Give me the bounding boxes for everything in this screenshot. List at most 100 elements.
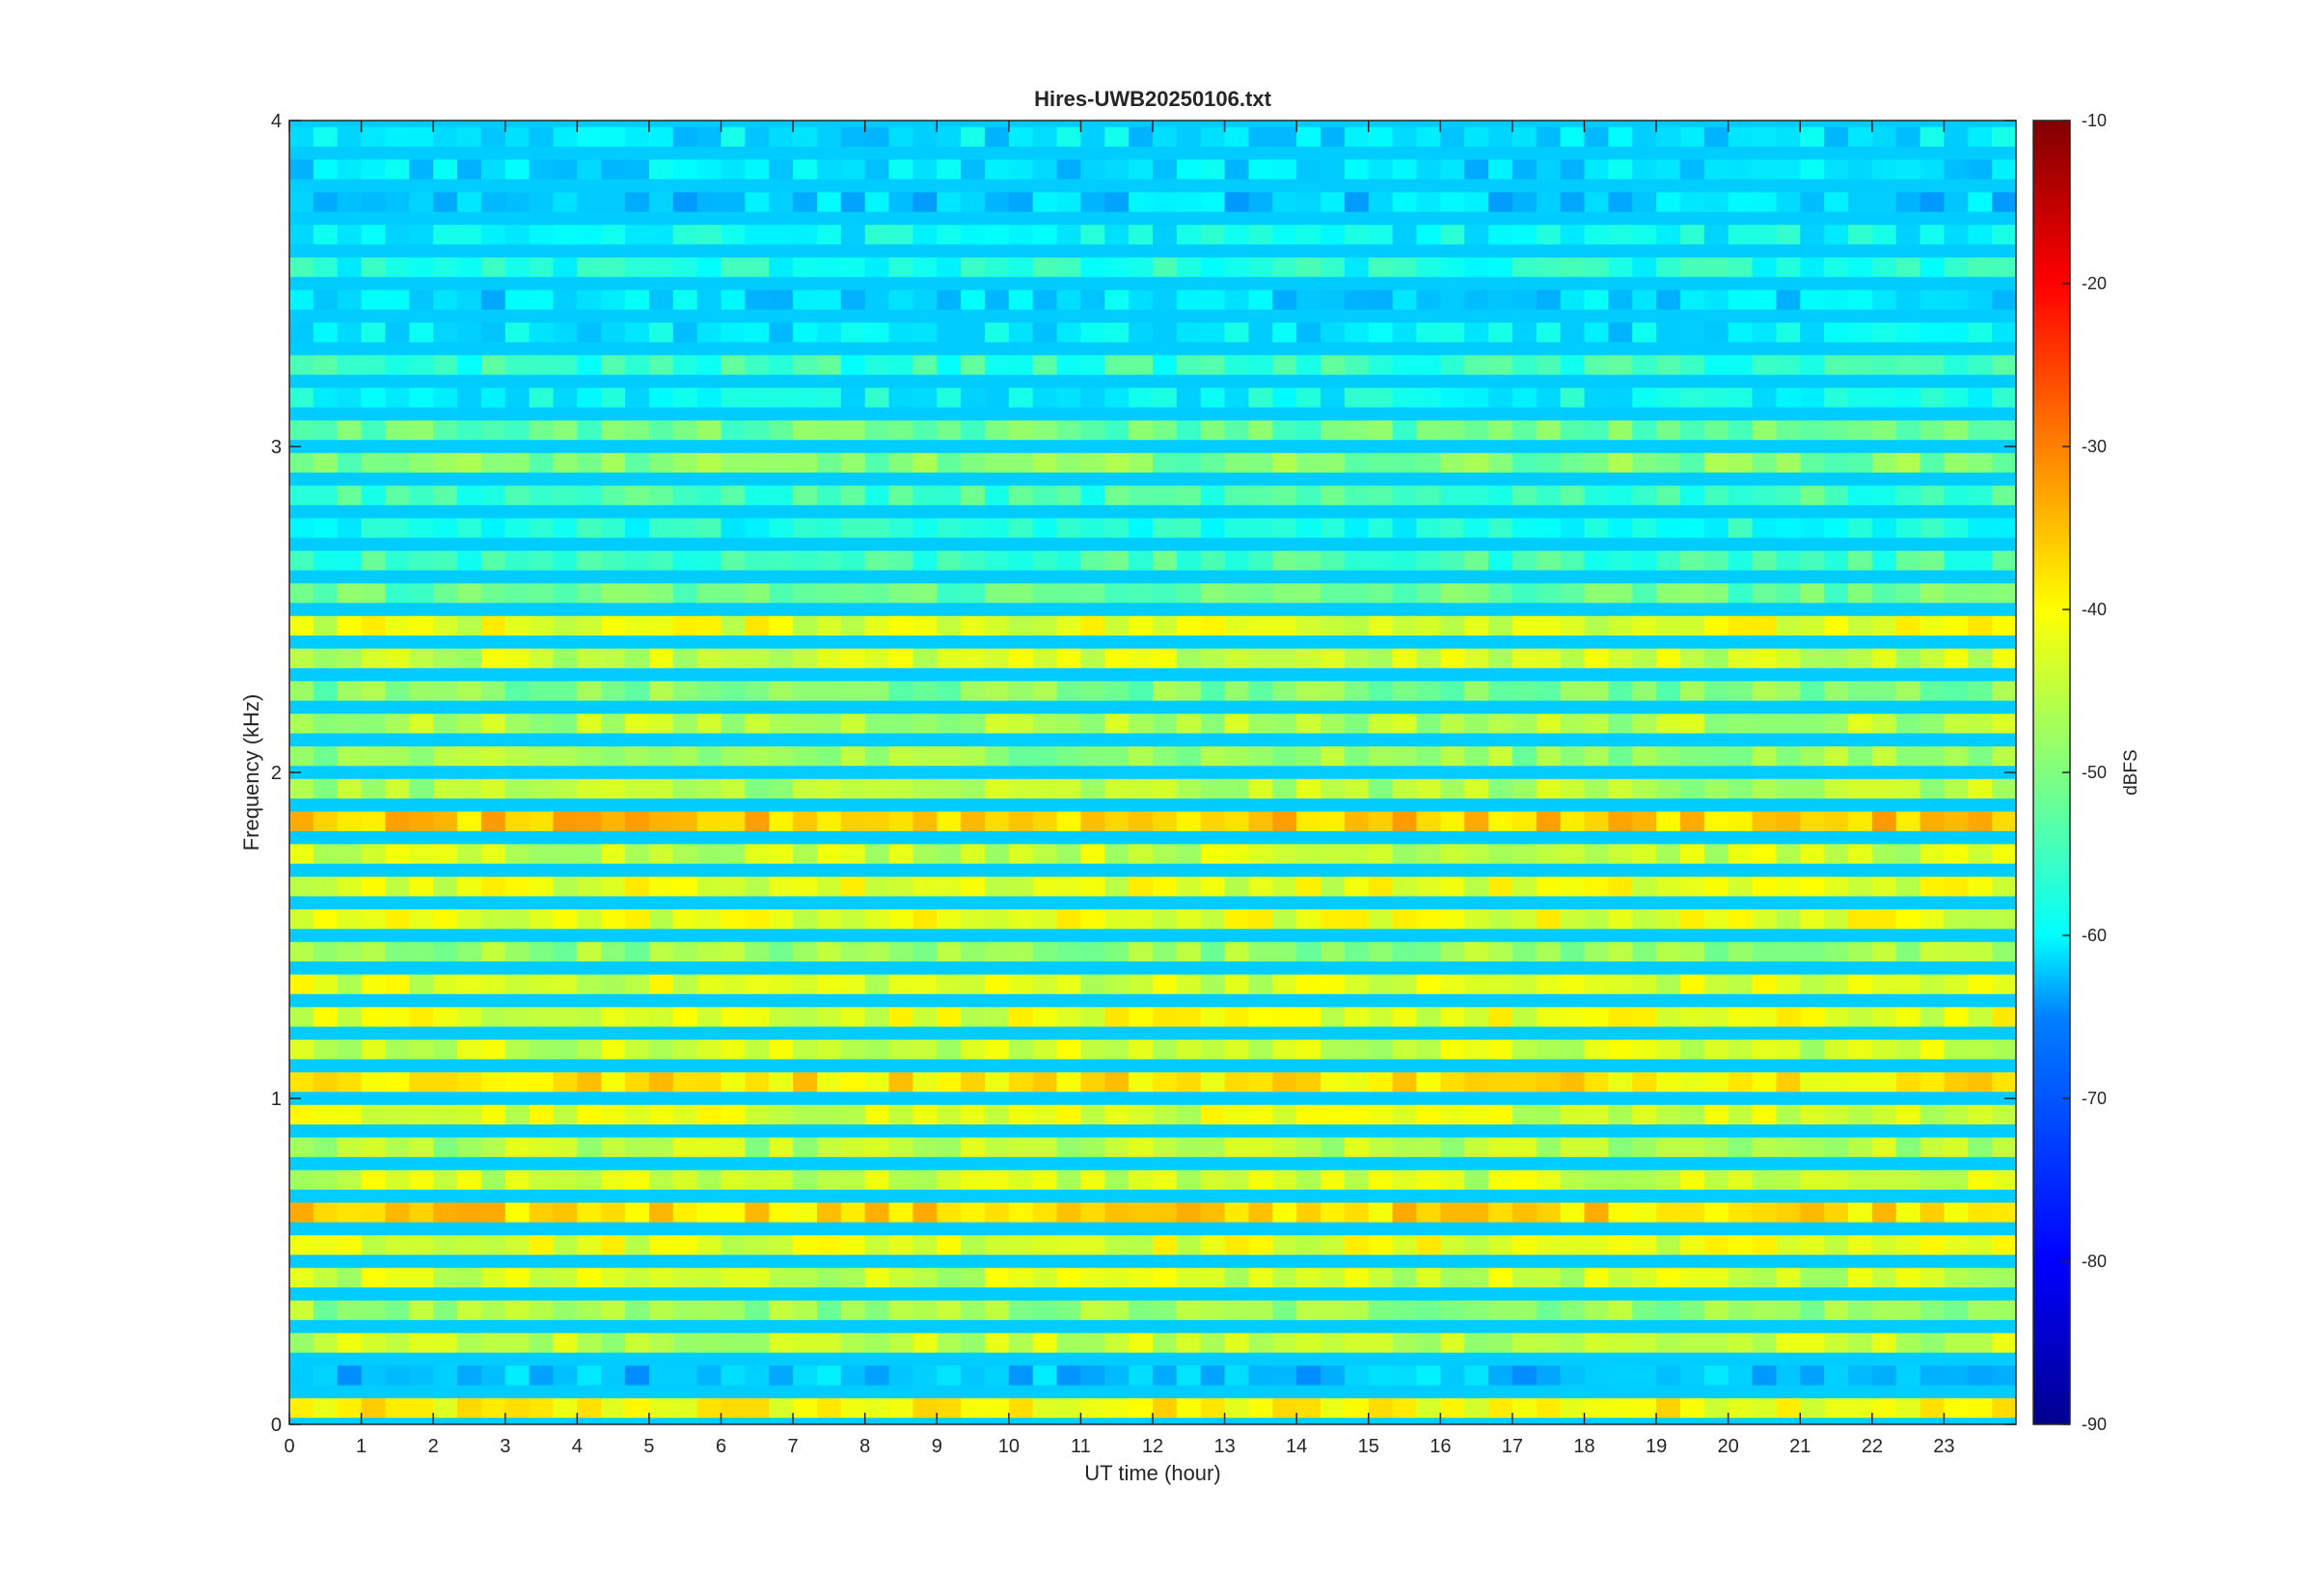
band-cell [1200, 1040, 1226, 1060]
band-cell [1440, 714, 1465, 734]
band-cell [1824, 615, 1849, 636]
band-cell [984, 811, 1010, 831]
x-tick-label: 9 [932, 1436, 942, 1457]
band-cell [1153, 1040, 1178, 1060]
band-cell [696, 1366, 722, 1386]
band-cell [1008, 714, 1034, 734]
band-cell [1464, 1366, 1489, 1386]
band-cell [1536, 1071, 1562, 1093]
band-cell [1871, 1366, 1897, 1386]
band-cell [553, 974, 578, 994]
band-cell [1944, 778, 1969, 799]
band-cell [721, 192, 746, 212]
band-cell [1321, 452, 1346, 473]
band-cell [1104, 1366, 1130, 1386]
band-cell [1464, 1071, 1489, 1093]
band-cell [1679, 1203, 1705, 1223]
band-cell [1176, 745, 1202, 767]
band-cell [1608, 551, 1633, 571]
band-cell [1847, 582, 1873, 604]
band-cell [480, 388, 506, 408]
band-cell [1176, 1234, 1202, 1256]
band-cell [433, 126, 458, 148]
band-cell [625, 322, 650, 342]
band-cell [1248, 1333, 1273, 1353]
band-cell [1104, 745, 1130, 767]
band-cell [361, 615, 387, 636]
heatmap-background [289, 121, 2016, 1424]
band-cell [961, 1397, 986, 1419]
band-cell [961, 192, 986, 212]
band-cell [1656, 714, 1681, 734]
band-cell [961, 1203, 986, 1223]
band-cell [937, 159, 962, 179]
band-cell [1776, 714, 1801, 734]
band-cell [1129, 1366, 1154, 1386]
band-cell [1321, 844, 1346, 864]
colorbar-tick-label: -30 [2082, 437, 2107, 456]
band-cell [888, 1234, 913, 1256]
band-cell [313, 1267, 339, 1288]
band-cell [1512, 877, 1538, 897]
band-cell [1176, 1104, 1202, 1125]
band-cell [1032, 582, 1058, 604]
band-cell [1800, 714, 1825, 734]
band-cell [1344, 1137, 1370, 1157]
band-cell [961, 1234, 986, 1256]
band-cell [313, 551, 339, 571]
band-cell [1752, 941, 1777, 962]
band-cell [721, 1104, 746, 1125]
band-7 [289, 1170, 2016, 1190]
band-cell [1512, 485, 1538, 505]
band-cell [577, 355, 602, 375]
band-cell [1464, 1300, 1489, 1320]
band-cell [1248, 322, 1273, 342]
band-cell [1464, 551, 1489, 571]
band-cell [337, 322, 363, 342]
band-cell [1992, 257, 2016, 278]
band-cell [1776, 1170, 1801, 1190]
band-cell [1368, 877, 1394, 897]
band-cell [1248, 844, 1273, 864]
band-cell [1824, 1203, 1849, 1223]
band-39 [289, 126, 2016, 148]
band-cell [1800, 452, 1825, 473]
band-cell [745, 1366, 770, 1386]
band-cell [1992, 582, 2016, 604]
band-cell [1080, 1366, 1105, 1386]
band-cell [984, 322, 1010, 342]
band-cell [385, 289, 410, 311]
band-cell [672, 681, 698, 701]
band-cell [793, 1071, 818, 1093]
band-cell [385, 1333, 410, 1353]
band-cell [577, 1071, 602, 1093]
band-cell [1608, 1040, 1633, 1060]
x-tick-label: 14 [1286, 1436, 1307, 1457]
band-cell [1584, 1397, 1609, 1419]
band-cell [1392, 1071, 1418, 1093]
band-cell [1584, 1234, 1609, 1256]
band-cell [1895, 388, 1921, 408]
band-cell [1440, 452, 1465, 473]
band-cell [1488, 745, 1513, 767]
band-cell [504, 355, 531, 375]
band-cell [601, 452, 626, 473]
band-cell [816, 615, 842, 636]
band-cell [745, 582, 770, 604]
band-cell [1176, 551, 1202, 571]
band-cell [1368, 1333, 1394, 1353]
band-cell [937, 322, 962, 342]
band-cell [912, 1333, 938, 1353]
band-cell [1536, 485, 1562, 505]
band-cell [313, 1333, 339, 1353]
band-cell [1032, 811, 1058, 831]
band-cell [1008, 582, 1034, 604]
band-cell [1296, 1366, 1321, 1386]
band-cell [1296, 257, 1321, 278]
band-cell [433, 974, 458, 994]
band-cell [1992, 551, 2016, 571]
band-cell [1800, 745, 1825, 767]
band-cell [721, 518, 746, 538]
band-cell [1200, 1170, 1226, 1190]
band-cell [1153, 1267, 1178, 1288]
